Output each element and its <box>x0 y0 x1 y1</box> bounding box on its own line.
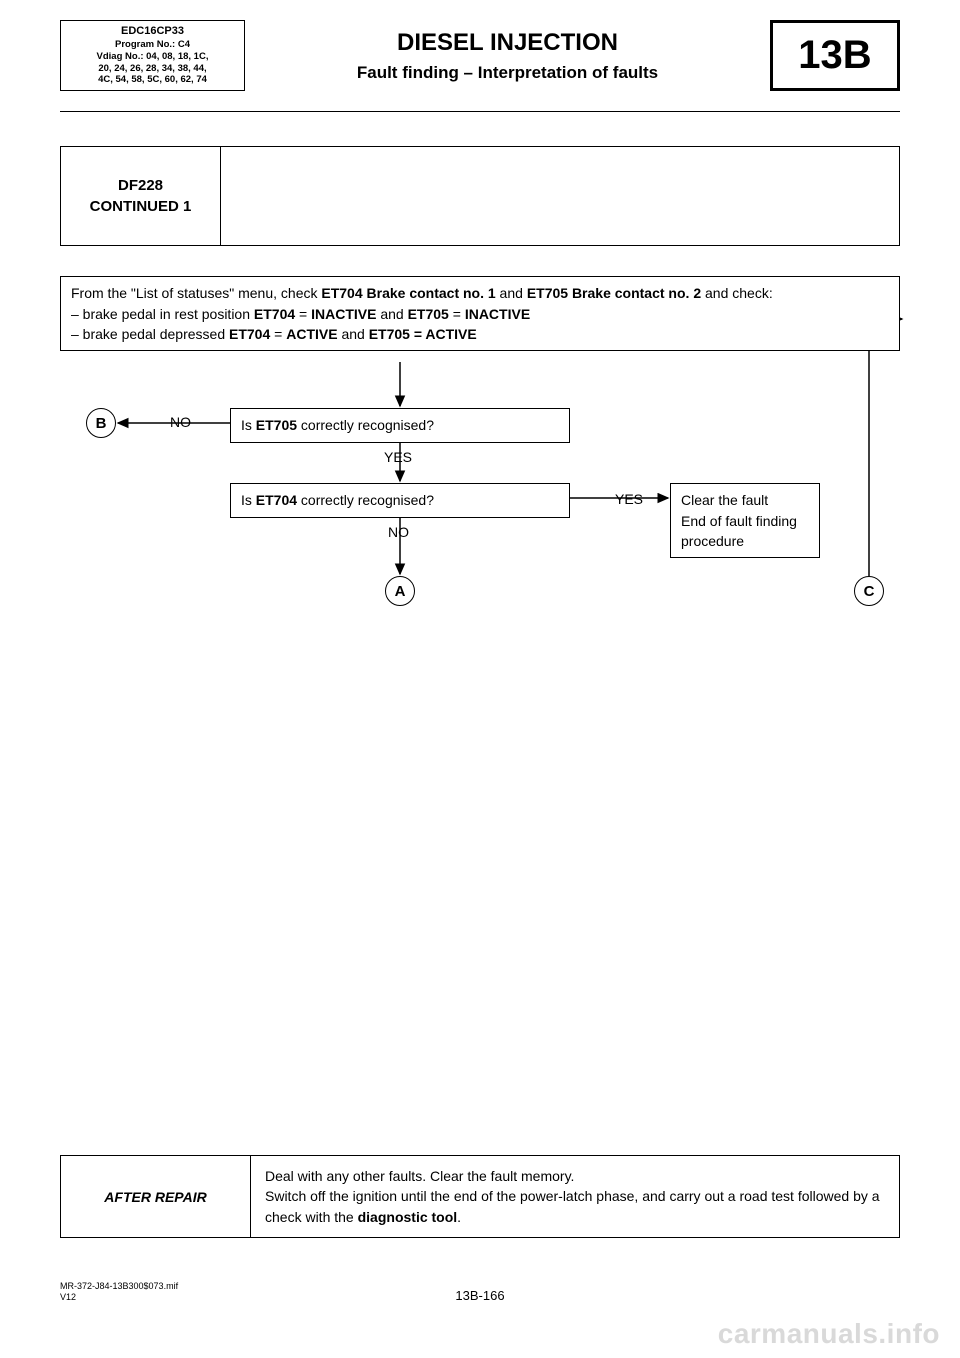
watermark: carmanuals.info <box>718 1318 940 1350</box>
page-subtitle: Fault finding – Interpretation of faults <box>257 63 758 83</box>
meta-line: Vdiag No.: 04, 08, 18, 1C, <box>63 51 242 63</box>
meta-line: Program No.: C4 <box>63 39 242 51</box>
section-code: 13B <box>770 20 900 91</box>
footer-page-number: 13B-166 <box>0 1288 960 1303</box>
meta-line: 20, 24, 26, 28, 34, 38, 44, <box>63 63 242 75</box>
flow-decision-et704: Is ET704 correctly recognised? <box>230 483 570 517</box>
page-header: EDC16CP33 Program No.: C4 Vdiag No.: 04,… <box>60 20 900 112</box>
fault-header-box: DF228 CONTINUED 1 <box>60 146 900 246</box>
flow-result-box: Clear the faultEnd of fault finding proc… <box>670 483 820 558</box>
flowchart: From the "List of statuses" menu, check … <box>60 276 900 616</box>
flow-label-no: NO <box>170 414 191 430</box>
after-repair-text: Deal with any other faults. Clear the fa… <box>251 1156 899 1237</box>
title-block: DIESEL INJECTION Fault finding – Interpr… <box>257 20 758 91</box>
page-title: DIESEL INJECTION <box>257 29 758 57</box>
fault-continued: CONTINUED 1 <box>61 196 220 217</box>
after-repair-box: AFTER REPAIR Deal with any other faults.… <box>60 1155 900 1238</box>
flow-decision-et705: Is ET705 correctly recognised? <box>230 408 570 442</box>
flow-instruction-box: From the "List of statuses" menu, check … <box>60 276 900 351</box>
flow-label-no: NO <box>388 524 409 540</box>
meta-box: EDC16CP33 Program No.: C4 Vdiag No.: 04,… <box>60 20 245 91</box>
flow-label-yes: YES <box>615 491 643 507</box>
meta-line: EDC16CP33 <box>63 25 242 39</box>
fault-code-cell: DF228 CONTINUED 1 <box>61 147 221 245</box>
meta-line: 4C, 54, 58, 5C, 60, 62, 74 <box>63 74 242 86</box>
after-repair-label: AFTER REPAIR <box>61 1156 251 1237</box>
flow-label-yes: YES <box>384 449 412 465</box>
fault-code: DF228 <box>61 175 220 196</box>
